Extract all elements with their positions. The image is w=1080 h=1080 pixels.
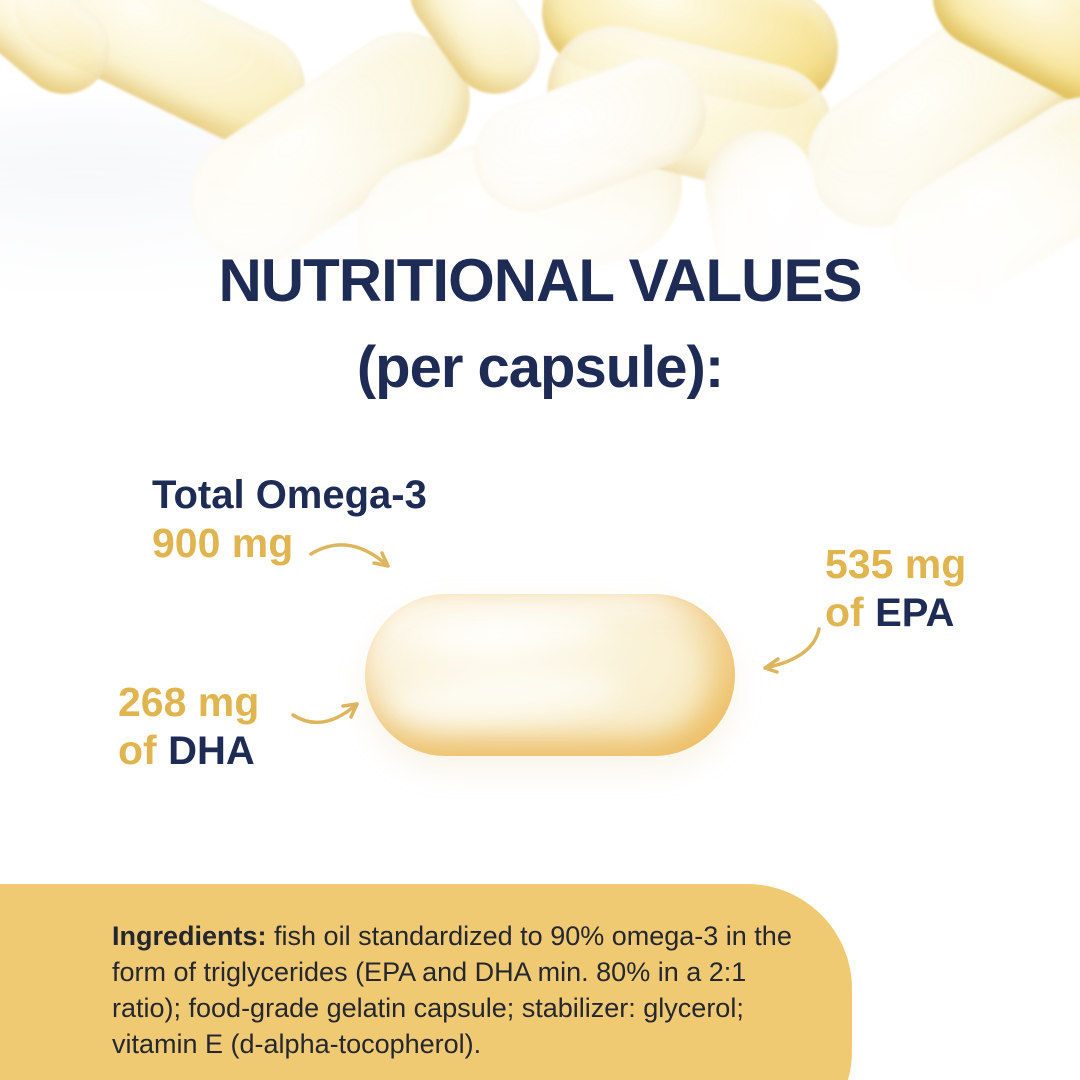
dha-name: DHA <box>168 729 255 774</box>
capsule-shape <box>913 0 1080 130</box>
capsule-shape <box>458 42 722 228</box>
ingredients-body: fish oil standardized to 90% omega-3 in … <box>112 921 792 1059</box>
omega3-name: Total Omega-3 <box>152 473 427 517</box>
page-subtitle: (per capsule): <box>356 335 724 400</box>
label-epa: 535 mg of EPA <box>825 540 966 638</box>
dha-prefix: of <box>118 727 169 774</box>
capsule-shape <box>533 11 847 209</box>
ingredients-text: Ingredients: fish oil standardized to 90… <box>112 918 792 1062</box>
epa-prefix: of <box>825 589 876 636</box>
epa-name: EPA <box>875 591 955 636</box>
omega3-amount: 900 mg <box>152 520 294 567</box>
page-title: NUTRITIONAL VALUES <box>218 247 862 314</box>
capsule-shape <box>780 0 1080 255</box>
capsule-shape <box>0 0 325 165</box>
capsule-shape <box>530 0 850 120</box>
label-total-omega3: Total Omega-3 900 mg <box>152 472 427 568</box>
epa-amount: 535 mg <box>825 541 967 587</box>
ingredients-heading: Ingredients: <box>112 921 267 951</box>
dha-amount: 268 mg <box>118 679 260 725</box>
capsule-shape <box>392 0 558 112</box>
curved-arrow-epa-icon <box>763 627 821 674</box>
curved-arrow-dha-icon <box>291 702 359 724</box>
capsule-shape <box>0 0 128 113</box>
featured-capsule-image <box>365 594 735 756</box>
ingredients-panel <box>0 884 852 1080</box>
capsules-photo <box>0 0 1080 320</box>
label-dha: 268 mg of DHA <box>118 678 259 776</box>
